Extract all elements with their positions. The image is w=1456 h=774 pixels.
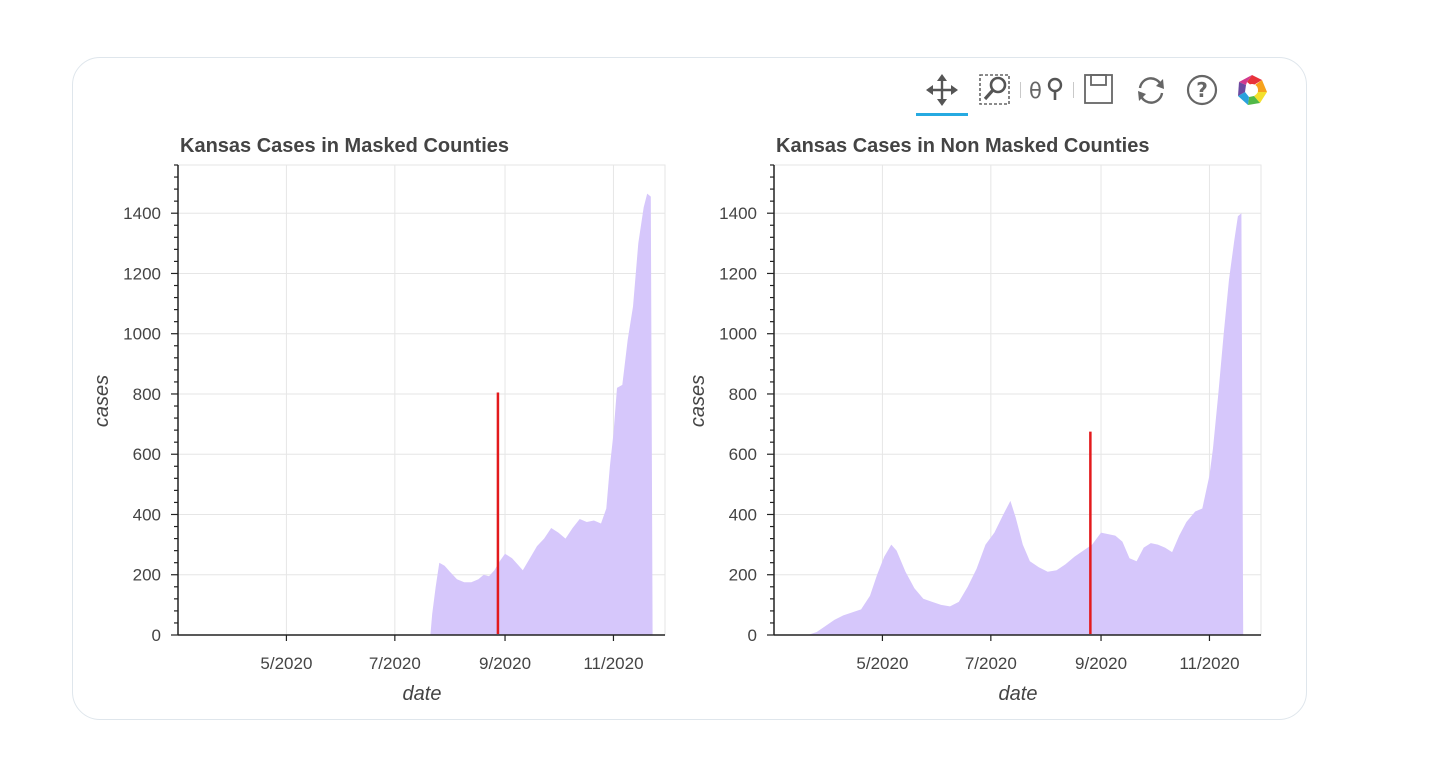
x-tick-labels: 5/2020 7/2020 9/2020 11/2020 bbox=[856, 654, 1239, 673]
active-tool-indicator bbox=[916, 113, 968, 116]
x-tick-label: 9/2020 bbox=[479, 654, 531, 673]
save-tool-icon[interactable] bbox=[1082, 72, 1116, 108]
y-tick-labels: 0 200 400 600 800 1000 1200 1400 bbox=[719, 204, 757, 645]
chart-title: Kansas Cases in Masked Counties bbox=[180, 135, 509, 157]
pan-tool-icon[interactable] bbox=[925, 72, 959, 108]
y-tick-label: 200 bbox=[133, 566, 161, 585]
y-tick-label: 1200 bbox=[719, 264, 757, 283]
chart-title: Kansas Cases in Non Masked Counties bbox=[776, 135, 1149, 157]
y-axis-label: cases bbox=[687, 375, 709, 427]
y-tick-labels: 0 200 400 600 800 1000 1200 1400 bbox=[123, 204, 161, 645]
help-tool-icon[interactable]: ? bbox=[1185, 72, 1219, 108]
svg-text:θ: θ bbox=[1029, 79, 1042, 103]
x-tick-label: 11/2020 bbox=[583, 654, 643, 673]
axes bbox=[767, 164, 1261, 641]
y-tick-label: 600 bbox=[729, 445, 757, 464]
x-tick-label: 7/2020 bbox=[965, 654, 1017, 673]
y-tick-label: 400 bbox=[729, 505, 757, 524]
cases-area bbox=[430, 193, 653, 635]
y-tick-label: 1200 bbox=[123, 264, 161, 283]
wheel-zoom-tool-icon[interactable]: θ bbox=[1029, 72, 1067, 108]
cases-area bbox=[807, 213, 1244, 635]
box-zoom-tool-icon[interactable] bbox=[978, 72, 1012, 108]
x-tick-label: 7/2020 bbox=[369, 654, 421, 673]
x-tick-labels: 5/2020 7/2020 9/2020 11/2020 bbox=[260, 654, 643, 673]
toolbar-separator bbox=[1073, 82, 1074, 98]
x-tick-label: 5/2020 bbox=[856, 654, 908, 673]
y-tick-label: 0 bbox=[748, 626, 757, 645]
cases-area-path bbox=[807, 213, 1244, 635]
y-tick-label: 800 bbox=[729, 385, 757, 404]
y-tick-label: 1400 bbox=[123, 204, 161, 223]
bokeh-logo-icon[interactable] bbox=[1235, 72, 1269, 108]
svg-text:?: ? bbox=[1196, 78, 1208, 102]
reset-tool-icon[interactable] bbox=[1134, 72, 1168, 108]
x-tick-label: 11/2020 bbox=[1179, 654, 1239, 673]
cases-area-path bbox=[430, 193, 653, 635]
y-tick-label: 1000 bbox=[123, 325, 161, 344]
x-axis-label: date bbox=[999, 683, 1038, 705]
y-axis-label: cases bbox=[91, 375, 113, 427]
y-tick-label: 0 bbox=[152, 626, 161, 645]
y-tick-label: 600 bbox=[133, 445, 161, 464]
y-tick-label: 800 bbox=[133, 385, 161, 404]
toolbar-separator bbox=[1020, 82, 1021, 98]
y-tick-label: 400 bbox=[133, 505, 161, 524]
x-axis-label: date bbox=[403, 683, 442, 705]
y-tick-label: 1400 bbox=[719, 204, 757, 223]
x-tick-label: 5/2020 bbox=[260, 654, 312, 673]
y-tick-label: 200 bbox=[729, 566, 757, 585]
x-tick-label: 9/2020 bbox=[1075, 654, 1127, 673]
axes bbox=[171, 164, 665, 641]
y-tick-label: 1000 bbox=[719, 325, 757, 344]
